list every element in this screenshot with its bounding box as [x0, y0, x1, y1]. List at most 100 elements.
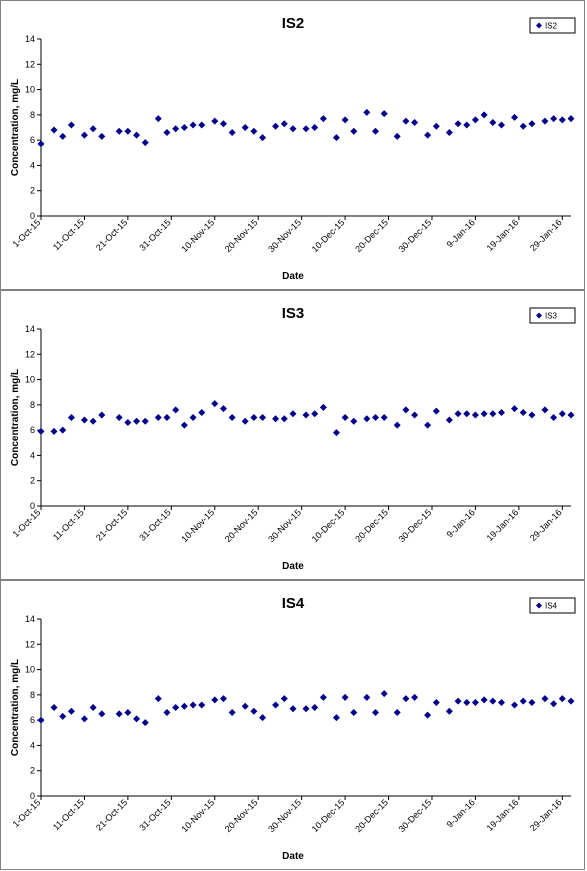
data-point [432, 122, 440, 130]
x-tick-label: 29-Jan-16 [528, 797, 564, 833]
x-tick-label: 10-Dec-15 [310, 507, 347, 544]
data-point [372, 709, 380, 717]
data-point [98, 132, 106, 140]
data-point [250, 707, 258, 715]
data-point [272, 122, 280, 130]
data-point [341, 116, 349, 124]
data-point [424, 711, 432, 719]
x-axis-label: Date [282, 851, 304, 862]
data-point [372, 127, 380, 135]
data-point [445, 129, 453, 137]
data-point [259, 414, 267, 421]
data-point [280, 120, 288, 128]
x-tick-label: 30-Dec-15 [397, 217, 434, 254]
data-point [541, 406, 549, 414]
x-tick-label: 20-Dec-15 [353, 507, 390, 544]
data-point [402, 406, 410, 414]
data-point [454, 697, 462, 705]
data-point [189, 121, 197, 129]
y-tick-label: 10 [25, 375, 35, 385]
data-point [393, 421, 401, 429]
data-point [350, 709, 358, 717]
data-point [497, 408, 505, 416]
x-tick-label: 20-Nov-15 [223, 217, 260, 254]
data-point [115, 710, 123, 718]
data-point [163, 414, 171, 421]
data-point [124, 127, 132, 135]
x-tick-label: 30-Nov-15 [266, 797, 303, 834]
data-point [480, 111, 488, 119]
y-tick-label: 14 [25, 324, 35, 334]
data-point [189, 701, 197, 709]
data-point [311, 704, 319, 711]
data-point [37, 716, 45, 724]
x-tick-label: 19-Jan-16 [485, 797, 521, 833]
data-point [424, 131, 432, 139]
data-point [272, 701, 280, 709]
y-tick-label: 2 [30, 766, 35, 776]
x-tick-label: 30-Dec-15 [397, 797, 434, 834]
x-tick-label: 1-Oct-15 [11, 217, 43, 249]
y-tick-label: 2 [30, 476, 35, 486]
data-point [567, 411, 575, 419]
data-point [67, 707, 75, 715]
x-tick-label: 19-Jan-16 [485, 507, 521, 543]
data-point [302, 411, 310, 419]
data-point [411, 693, 419, 701]
data-point [133, 131, 141, 139]
x-tick-label: 11-Oct-15 [51, 507, 86, 542]
data-point [141, 139, 149, 147]
x-tick-label: 20-Dec-15 [353, 797, 390, 834]
data-point [489, 118, 497, 126]
data-point [402, 117, 410, 125]
y-axis-label: Concentration, mg/L [10, 79, 21, 176]
data-point [80, 715, 88, 723]
data-point [241, 124, 249, 131]
data-point [141, 417, 149, 425]
y-tick-label: 12 [25, 639, 35, 649]
x-tick-label: 31-Oct-15 [137, 797, 172, 832]
x-tick-label: 21-Oct-15 [94, 217, 129, 252]
data-point [241, 417, 249, 425]
data-point [180, 124, 188, 131]
data-point [141, 719, 149, 727]
chart-panel-is3: IS3 0 2 4 6 8 10 12 14 1-Oct-15 11-Oct-15 21-Oct-15… [0, 290, 585, 580]
data-point [480, 410, 488, 418]
data-point [154, 115, 162, 123]
x-tick-label: 30-Dec-15 [397, 507, 434, 544]
y-tick-label: 12 [25, 59, 35, 69]
data-point [59, 426, 67, 434]
chart-title: IS3 [282, 305, 305, 322]
x-tick-label: 10-Nov-15 [179, 797, 216, 834]
data-point [511, 405, 519, 413]
data-point [528, 120, 536, 128]
data-point [463, 410, 471, 418]
data-point [280, 415, 288, 423]
chart-svg-is2: IS2 0 2 4 6 8 10 12 14 1-Oct-15 11-Oct-15 21-Oct-15… [10, 15, 576, 282]
x-tick-label: 9-Jan-16 [445, 507, 477, 539]
data-point [228, 414, 236, 421]
y-axis-label: Concentration, mg/L [10, 369, 21, 466]
data-point [393, 709, 401, 717]
data-point [372, 414, 380, 421]
chart-svg-is3: IS3 0 2 4 6 8 10 12 14 1-Oct-15 11-Oct-15 21-Oct-15… [10, 305, 576, 572]
x-tick-label: 9-Jan-16 [445, 797, 477, 829]
data-point [497, 698, 505, 706]
data-point [154, 414, 162, 421]
y-tick-label: 6 [30, 135, 35, 145]
data-point [341, 693, 349, 701]
data-point [163, 709, 171, 717]
data-point [289, 125, 297, 133]
x-tick-label: 19-Jan-16 [485, 217, 521, 253]
x-tick-label: 31-Oct-15 [137, 217, 172, 252]
data-point [59, 712, 67, 720]
data-point [250, 414, 258, 421]
y-tick-label: 8 [30, 690, 35, 700]
data-point [67, 121, 75, 129]
x-tick-label: 29-Jan-16 [528, 507, 564, 543]
x-tick-label: 11-Oct-15 [51, 217, 86, 252]
data-point [259, 714, 267, 722]
data-point [489, 697, 497, 705]
data-point [180, 421, 188, 429]
data-point [250, 127, 258, 135]
